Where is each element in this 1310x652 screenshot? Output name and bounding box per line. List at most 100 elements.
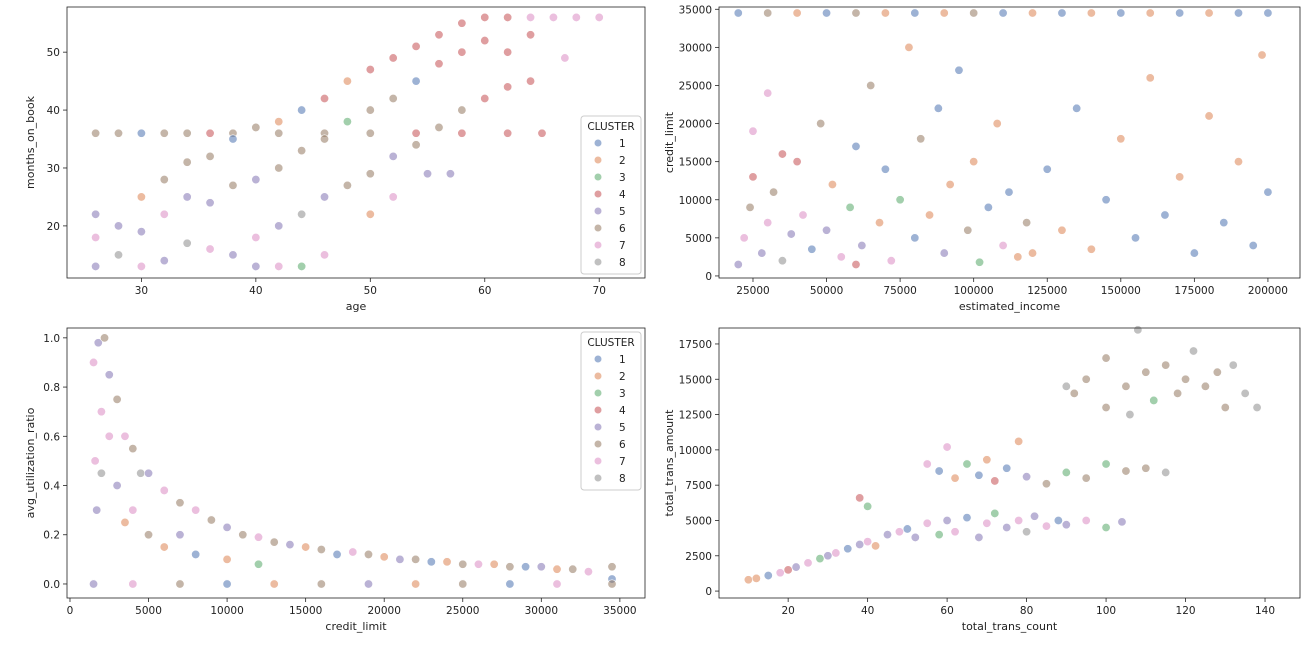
data-point-cluster-4 — [503, 47, 513, 57]
data-point-cluster-1 — [1131, 233, 1141, 243]
y-tick-label: 0.8 — [43, 382, 60, 394]
x-tick-label: 70 — [593, 285, 606, 297]
y-tick-label: 10000 — [679, 445, 712, 457]
data-point-cluster-5 — [423, 169, 433, 179]
data-points — [91, 12, 604, 271]
data-point-cluster-6 — [1041, 479, 1051, 489]
data-point-cluster-6 — [238, 530, 248, 540]
y-tick-label: 0.0 — [43, 579, 60, 591]
data-point-cluster-4 — [388, 53, 398, 63]
y-tick-label: 10000 — [679, 195, 712, 207]
data-point-cluster-3 — [1149, 395, 1159, 405]
legend-marker-1 — [594, 355, 602, 363]
data-point-cluster-2 — [222, 554, 232, 564]
data-point-cluster-5 — [136, 227, 146, 237]
data-point-cluster-1 — [807, 244, 817, 254]
legend-marker-5 — [594, 423, 602, 431]
data-point-cluster-2 — [301, 542, 311, 552]
x-tick-label: 125000 — [1027, 285, 1067, 297]
axes-frame — [718, 6, 1301, 279]
data-point-cluster-1 — [1234, 8, 1244, 18]
data-point-cluster-5 — [791, 562, 801, 572]
data-point-cluster-6 — [607, 579, 617, 589]
data-point-cluster-2 — [1175, 172, 1185, 182]
data-point-cluster-4 — [411, 128, 421, 138]
x-tick-label: 35000 — [603, 605, 636, 617]
data-point-cluster-7 — [863, 537, 873, 547]
y-tick-label: 0.4 — [43, 481, 60, 493]
data-point-cluster-6 — [458, 579, 468, 589]
legend-label: 5 — [619, 206, 626, 218]
data-point-cluster-8 — [1022, 527, 1032, 537]
data-point-cluster-5 — [786, 229, 796, 239]
data-point-cluster-2 — [269, 579, 279, 589]
data-point-cluster-7 — [128, 579, 138, 589]
legend-marker-5 — [594, 207, 602, 215]
legend-label: 3 — [619, 388, 626, 400]
data-point-cluster-4 — [365, 65, 375, 75]
data-point-cluster-6 — [1081, 374, 1091, 384]
data-point-cluster-1 — [983, 202, 993, 212]
legend-marker-4 — [594, 406, 602, 414]
data-point-cluster-5 — [395, 554, 405, 564]
data-point-cluster-3 — [990, 508, 1000, 518]
data-point-cluster-8 — [777, 256, 787, 266]
data-point-cluster-4 — [480, 12, 490, 22]
data-point-cluster-3 — [895, 195, 905, 205]
data-point-cluster-6 — [1101, 353, 1111, 363]
data-point-cluster-8 — [1133, 325, 1143, 335]
y-tick-label: 0.2 — [43, 530, 60, 542]
data-point-cluster-8 — [1240, 388, 1250, 398]
data-point-cluster-7 — [583, 567, 593, 577]
data-point-cluster-2 — [792, 8, 802, 18]
data-point-cluster-5 — [114, 221, 124, 231]
data-point-cluster-2 — [982, 455, 992, 465]
x-tick-label: 30 — [135, 285, 148, 297]
data-point-cluster-7 — [831, 548, 841, 558]
data-point-cluster-8 — [297, 209, 307, 219]
data-point-cluster-2 — [1014, 436, 1024, 446]
data-point-cluster-5 — [205, 198, 215, 208]
legend-frame — [580, 115, 642, 275]
legend-label: 7 — [619, 240, 626, 252]
axes-frame — [66, 327, 646, 599]
legend-title: CLUSTER — [587, 337, 634, 349]
data-point-cluster-4 — [783, 565, 793, 575]
data-point-cluster-2 — [1086, 8, 1096, 18]
chart-2: 25000 50000 75000 100000 125000 150000 175000 2… — [663, 4, 1301, 313]
data-point-cluster-8 — [96, 468, 106, 478]
data-point-cluster-2 — [751, 573, 761, 583]
x-tick-label: 15000 — [289, 605, 322, 617]
data-points — [743, 325, 1262, 585]
data-point-cluster-2 — [945, 180, 955, 190]
data-point-cluster-2 — [904, 42, 914, 52]
data-point-cluster-2 — [1204, 8, 1214, 18]
data-point-cluster-5 — [285, 540, 295, 550]
data-point-cluster-4 — [503, 12, 513, 22]
data-point-cluster-7 — [205, 244, 215, 254]
data-point-cluster-5 — [1002, 523, 1012, 533]
data-point-cluster-6 — [963, 225, 973, 235]
y-axis-label: avg_utilization_ratio — [24, 407, 37, 518]
data-point-cluster-6 — [1173, 388, 1183, 398]
data-point-cluster-6 — [1200, 381, 1210, 391]
data-point-cluster-1 — [954, 65, 964, 75]
data-point-cluster-1 — [1219, 218, 1229, 228]
x-tick-label: 0 — [67, 605, 74, 617]
data-point-cluster-1 — [843, 544, 853, 554]
y-tick-label: 35000 — [679, 4, 712, 16]
y-tick-label: 15000 — [679, 374, 712, 386]
data-point-cluster-2 — [1116, 134, 1126, 144]
x-tick-label: 75000 — [883, 285, 916, 297]
legend-label: 2 — [619, 371, 626, 383]
data-point-cluster-6 — [228, 180, 238, 190]
data-point-cluster-1 — [1248, 240, 1258, 250]
data-point-cluster-1 — [297, 105, 307, 115]
data-point-cluster-7 — [548, 12, 558, 22]
data-point-cluster-1 — [222, 579, 232, 589]
data-point-cluster-1 — [1160, 210, 1170, 220]
data-point-cluster-6 — [363, 549, 373, 559]
data-point-cluster-7 — [894, 527, 904, 537]
y-tick-label: 17500 — [679, 339, 712, 351]
data-point-cluster-1 — [880, 164, 890, 174]
